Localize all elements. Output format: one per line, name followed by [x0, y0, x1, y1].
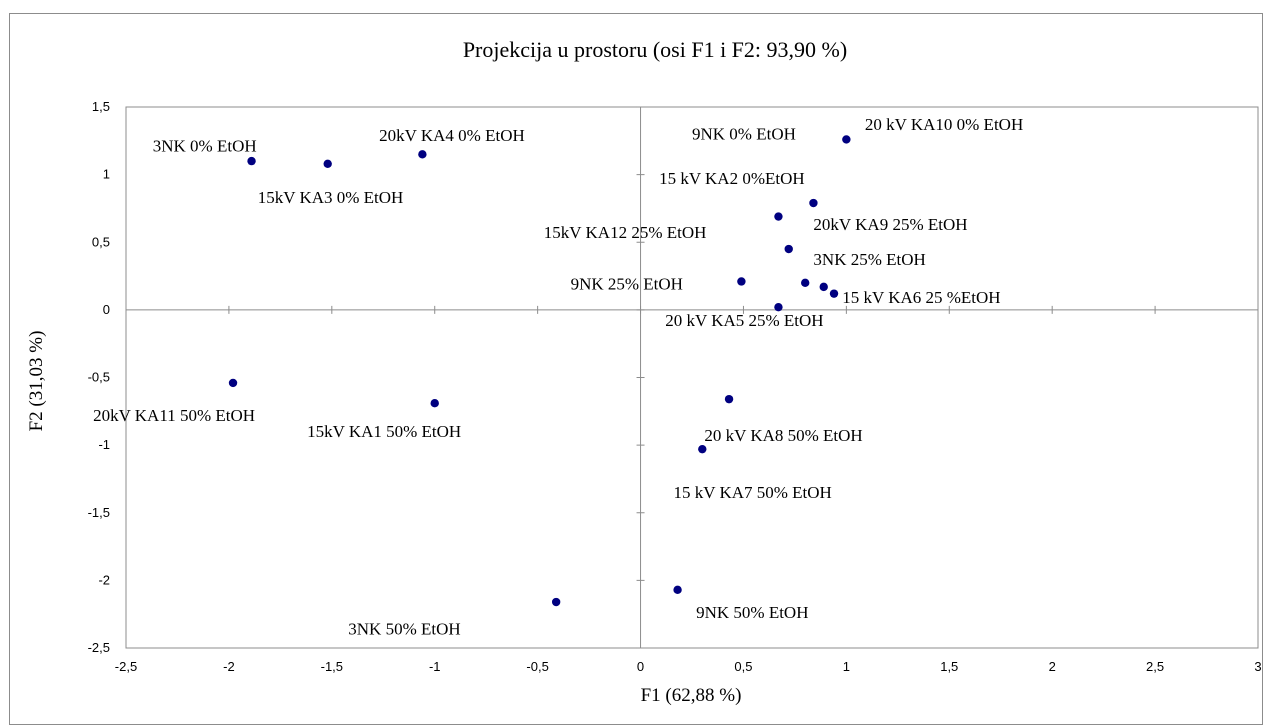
- y-tick-label: -0,5: [88, 370, 110, 385]
- point-label: 20kV KA9 25% EtOH: [813, 215, 967, 234]
- x-tick-label: 1: [843, 659, 850, 674]
- point-label: 15 kV KA6 25 %EtOH: [842, 288, 1000, 307]
- data-point: [551, 597, 561, 607]
- data-point: [323, 159, 332, 169]
- data-point: [842, 135, 851, 144]
- x-tick-label: -0,5: [526, 659, 548, 674]
- point-label: 9NK 25% EtOH: [571, 275, 683, 294]
- point-label: 15 kV KA2 0%EtOH: [659, 169, 805, 188]
- data-point: [829, 289, 839, 298]
- point-label: 3NK 50% EtOH: [348, 619, 460, 638]
- y-tick-label: 1: [103, 167, 110, 182]
- point-label: 15kV KA12 25% EtOH: [544, 223, 707, 242]
- data-point: [418, 150, 427, 159]
- y-tick-label: -1: [98, 437, 110, 452]
- point-label: 3NK 25% EtOH: [813, 250, 925, 269]
- point-label: 20 kV KA5 25% EtOH: [665, 311, 823, 330]
- data-point: [774, 302, 783, 312]
- data-point: [228, 378, 238, 388]
- chart-frame: [9, 13, 1263, 725]
- data-point: [737, 277, 746, 286]
- x-axis-title: F1 (62,88 %): [641, 685, 742, 706]
- y-tick-label: 1,5: [92, 99, 110, 114]
- data-point: [673, 585, 682, 595]
- point-label: 20kV KA4 0% EtOH: [379, 126, 525, 145]
- data-point: [247, 156, 256, 166]
- point-label: 3NK 0% EtOH: [153, 137, 257, 156]
- point-label: 20kV KA11 50% EtOH: [93, 406, 255, 425]
- x-tick-label: 2,5: [1146, 659, 1164, 674]
- data-point: [698, 444, 707, 454]
- x-tick-label: 0: [637, 659, 644, 674]
- axes: [125, 106, 1259, 649]
- data-point: [784, 244, 793, 254]
- x-tick-label: -1: [429, 659, 441, 674]
- y-tick-label: -2,5: [88, 640, 110, 655]
- y-tick-label: -1,5: [88, 505, 110, 520]
- point-label: 9NK 0% EtOH: [692, 124, 796, 143]
- data-point: [819, 282, 828, 292]
- data-point: [724, 394, 734, 404]
- data-point: [774, 212, 783, 221]
- x-tick-label: 3: [1254, 659, 1261, 674]
- point-label: 15kV KA1 50% EtOH: [307, 422, 461, 441]
- x-tick-label: 0,5: [734, 659, 752, 674]
- x-tick-label: -2,5: [115, 659, 137, 674]
- data-point: [801, 278, 810, 288]
- data-points: [228, 135, 851, 607]
- x-tick-label: -1,5: [321, 659, 343, 674]
- point-labels: 3NK 0% EtOH 20kV KA4 0% EtOH 15kV KA3 0% E…: [93, 115, 1023, 638]
- y-tick-label: 0: [103, 302, 110, 317]
- x-tick-label: 2: [1049, 659, 1056, 674]
- point-label: 20 kV KA8 50% EtOH: [704, 426, 862, 445]
- point-label: 9NK 50% EtOH: [696, 603, 808, 622]
- data-point: [809, 198, 818, 208]
- y-tick-label: 0,5: [92, 234, 110, 249]
- point-label: 20 kV KA10 0% EtOH: [865, 115, 1023, 134]
- chart-title: Projekcija u prostoru (osi F1 i F2: 93,9…: [463, 37, 847, 62]
- x-tick-label: 1,5: [940, 659, 958, 674]
- point-label: 15 kV KA7 50% EtOH: [673, 483, 831, 502]
- tick-labels: -2,5 -2 -1,5 -1 -0,5 0 0,5 1 1,5 2 2,5 3 -2,5 -2 -1,5 -…: [88, 99, 1262, 674]
- data-point: [430, 398, 439, 408]
- x-tick-label: -2: [223, 659, 235, 674]
- plot-area: [125, 106, 1259, 649]
- point-label: 15kV KA3 0% EtOH: [258, 188, 404, 207]
- y-tick-label: -2: [98, 572, 110, 587]
- y-axis-title: F2 (31,03 %): [26, 331, 47, 432]
